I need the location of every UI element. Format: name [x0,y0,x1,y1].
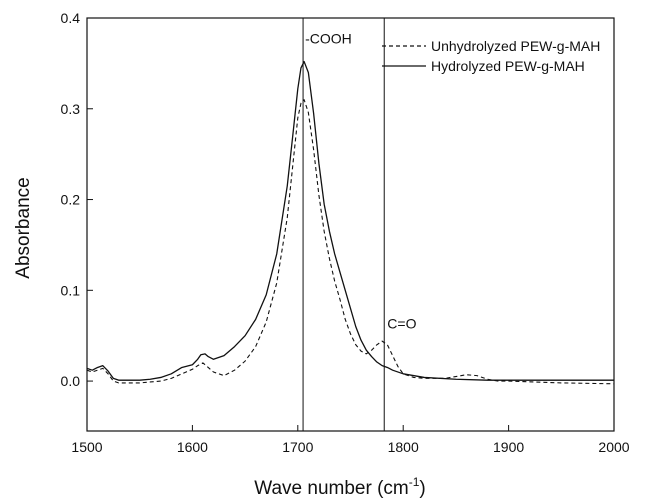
x-tick-label: 2000 [598,439,629,455]
x-tick-label: 1800 [388,439,419,455]
x-axis-label: Wave number (cm-1) [254,475,426,499]
y-tick-label: 0.3 [61,101,81,117]
legend-label-hydrolyzed: Hydrolyzed PEW-g-MAH [431,58,585,74]
x-tick-label: 1700 [282,439,313,455]
x-axis-label-sup: -1 [409,475,420,489]
y-axis-label: Absorbance [13,177,34,278]
legend: Unhydrolyzed PEW-g-MAH Hydrolyzed PEW-g-… [382,38,600,74]
y-tick-label: 0.1 [61,282,81,298]
y-tick-label: 0.0 [61,373,81,389]
x-tick-label: 1500 [71,439,102,455]
x-axis-label-close: ) [419,478,425,499]
chart-marks: 1500 1600 1700 1800 1900 2000 0.0 0.1 0.2 0.3 0.4 [61,10,630,455]
x-axis-label-main: Wave number (cm [254,478,409,499]
y-tick-label: 0.2 [61,192,81,208]
annotation-c-o: C=O [387,315,416,331]
plot-frame [86,17,615,432]
series-line-hydrolyzed [86,60,614,381]
y-tick-label: 0.4 [61,10,81,26]
x-tick-label: 1600 [177,439,208,455]
legend-label-unhydrolyzed: Unhydrolyzed PEW-g-MAH [431,38,600,54]
series-line-unhydrolyzed [86,99,615,385]
x-tick-label: 1900 [493,439,524,455]
annotation-cooh: -COOH [305,30,352,46]
